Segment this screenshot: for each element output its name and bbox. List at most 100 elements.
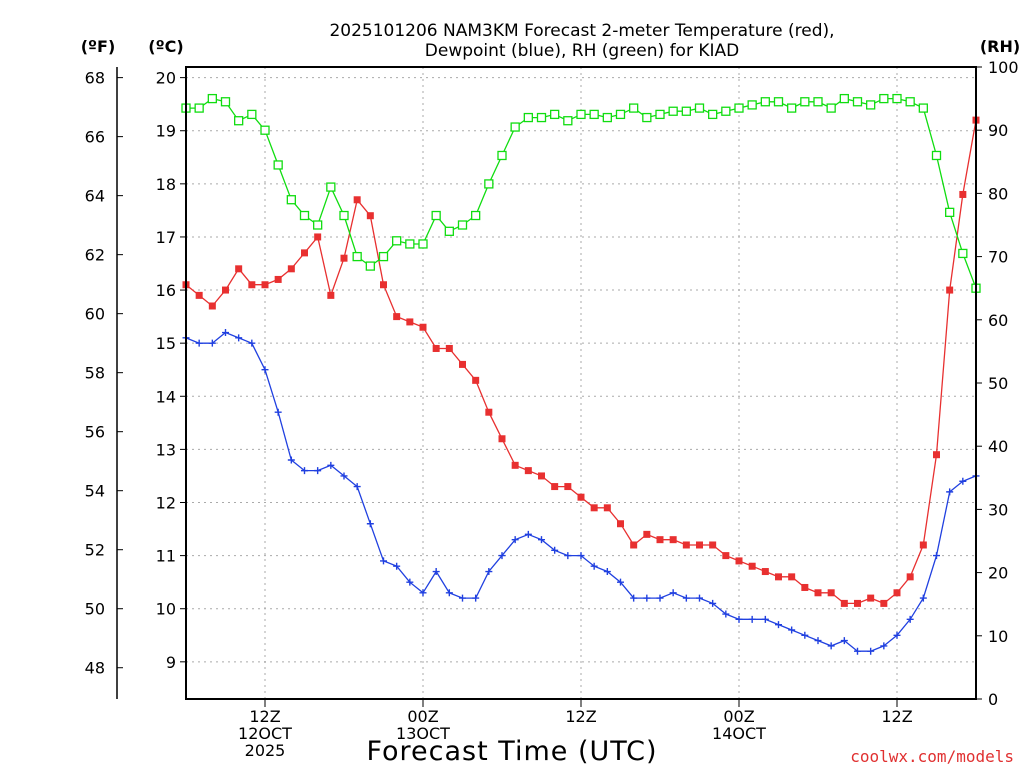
celsius-tick-label: 20 bbox=[156, 69, 176, 88]
dewpoint-point bbox=[788, 626, 796, 634]
temperature-point bbox=[222, 286, 229, 294]
celsius-tick-label: 13 bbox=[156, 440, 176, 459]
fahrenheit-tick-label: 62 bbox=[85, 246, 105, 265]
rh-point bbox=[273, 160, 283, 170]
dewpoint-point bbox=[366, 520, 374, 528]
dewpoint-point bbox=[551, 546, 559, 554]
time-tick-label: 12Z bbox=[565, 707, 596, 726]
rh-tick-label: 40 bbox=[988, 437, 1008, 456]
dewpoint-point bbox=[603, 568, 611, 576]
rh-point bbox=[760, 97, 770, 107]
dewpoint-point bbox=[893, 631, 901, 639]
temperature-point bbox=[735, 557, 743, 565]
rh-point bbox=[194, 103, 204, 113]
time-tick-label: 00Z bbox=[723, 707, 754, 726]
temperature-point bbox=[946, 286, 954, 294]
dewpoint-point bbox=[867, 647, 875, 655]
temperature-point bbox=[788, 573, 796, 581]
rh-point bbox=[918, 103, 928, 113]
celsius-tick-label: 17 bbox=[156, 228, 176, 247]
plot-frame bbox=[185, 66, 977, 700]
rh-point bbox=[800, 97, 810, 107]
fahrenheit-tick-label: 60 bbox=[85, 305, 105, 324]
temperature-point bbox=[248, 281, 256, 289]
dewpoint-point bbox=[406, 578, 414, 586]
rh-point bbox=[958, 248, 968, 259]
temperature-point bbox=[854, 599, 861, 607]
temperature-point bbox=[498, 435, 506, 443]
rh-point bbox=[773, 97, 784, 107]
dewpoint-point bbox=[880, 642, 888, 650]
dewpoint-point bbox=[722, 610, 730, 618]
temperature-point bbox=[682, 541, 690, 549]
temperature-point bbox=[577, 493, 585, 501]
rh-point bbox=[326, 182, 336, 192]
rh-point bbox=[931, 150, 942, 161]
dewpoint-point bbox=[524, 530, 532, 538]
dewpoint-point bbox=[761, 615, 769, 623]
rh-point bbox=[207, 93, 217, 104]
temperature-point bbox=[603, 504, 611, 512]
dewpoint-point bbox=[472, 594, 480, 602]
rh-point bbox=[589, 109, 599, 120]
time-tick-label: 13OCT bbox=[396, 724, 450, 743]
rh-tick-label: 80 bbox=[988, 184, 1008, 203]
rh-axis: 0 10 20 30 40 50 60 70 80 90 100 bbox=[976, 58, 1019, 709]
dewpoint-point bbox=[775, 621, 782, 629]
rh-tick-label: 0 bbox=[988, 690, 998, 709]
dewpoint-point bbox=[340, 472, 348, 480]
celsius-tick-label: 9 bbox=[166, 653, 176, 672]
dewpoint-point bbox=[669, 589, 677, 597]
fahrenheit-tick-label: 50 bbox=[85, 600, 105, 619]
temperature-point bbox=[208, 302, 216, 310]
celsius-tick-label: 12 bbox=[156, 493, 176, 512]
rh-point bbox=[563, 116, 573, 126]
temperature-point bbox=[643, 530, 651, 538]
dewpoint-point bbox=[801, 631, 809, 639]
dewpoint-point bbox=[946, 488, 954, 496]
dewpoint-point bbox=[682, 594, 690, 602]
time-tick-label: 14OCT bbox=[712, 724, 766, 743]
rh-point bbox=[497, 150, 507, 161]
chart-title: 2025101206 NAM3KM Forecast 2-meter Tempe… bbox=[329, 21, 834, 61]
temperature-point bbox=[630, 541, 638, 549]
temperature-point bbox=[590, 504, 598, 512]
temperature-point bbox=[432, 344, 440, 352]
temperature-point bbox=[459, 360, 466, 368]
rh-point bbox=[405, 239, 415, 249]
temperature-point bbox=[274, 275, 282, 283]
rh-point bbox=[668, 106, 678, 116]
rh-point bbox=[339, 210, 349, 221]
rh-point bbox=[444, 226, 454, 236]
rh-point bbox=[734, 103, 744, 113]
fahrenheit-axis: 48 50 52 54 56 58 60 62 64 66 68 bbox=[85, 67, 123, 699]
temperature-point bbox=[656, 536, 664, 544]
celsius-tick-label: 15 bbox=[156, 334, 176, 353]
x-axis-title: Forecast Time (UTC) bbox=[366, 736, 657, 767]
dewpoint-point bbox=[959, 477, 967, 485]
celsius-unit-label: (ºC) bbox=[148, 37, 183, 56]
temperature-point bbox=[933, 451, 940, 459]
temperature-point bbox=[327, 291, 335, 299]
temperature-point bbox=[617, 520, 624, 528]
rh-point bbox=[299, 210, 310, 221]
rh-tick-label: 50 bbox=[988, 374, 1008, 393]
rh-tick-label: 10 bbox=[988, 627, 1008, 646]
rh-point bbox=[392, 236, 402, 246]
credit-label: coolwx.com/models bbox=[850, 747, 1014, 766]
dewpoint-point bbox=[301, 467, 308, 475]
rh-point bbox=[378, 251, 389, 262]
rh-point bbox=[510, 122, 520, 132]
time-tick-label: 00Z bbox=[407, 707, 438, 726]
temperature-point bbox=[235, 265, 243, 273]
time-tick-label: 2025 bbox=[245, 741, 286, 760]
rh-point bbox=[905, 97, 915, 107]
dewpoint-point bbox=[590, 562, 598, 570]
dewpoint-point bbox=[432, 568, 440, 576]
dewpoint-point bbox=[840, 637, 848, 645]
temperature-point bbox=[551, 483, 559, 491]
rh-point bbox=[286, 195, 296, 205]
rh-point bbox=[484, 179, 494, 189]
temperature-point bbox=[538, 472, 545, 480]
dewpoint-point bbox=[498, 552, 506, 560]
